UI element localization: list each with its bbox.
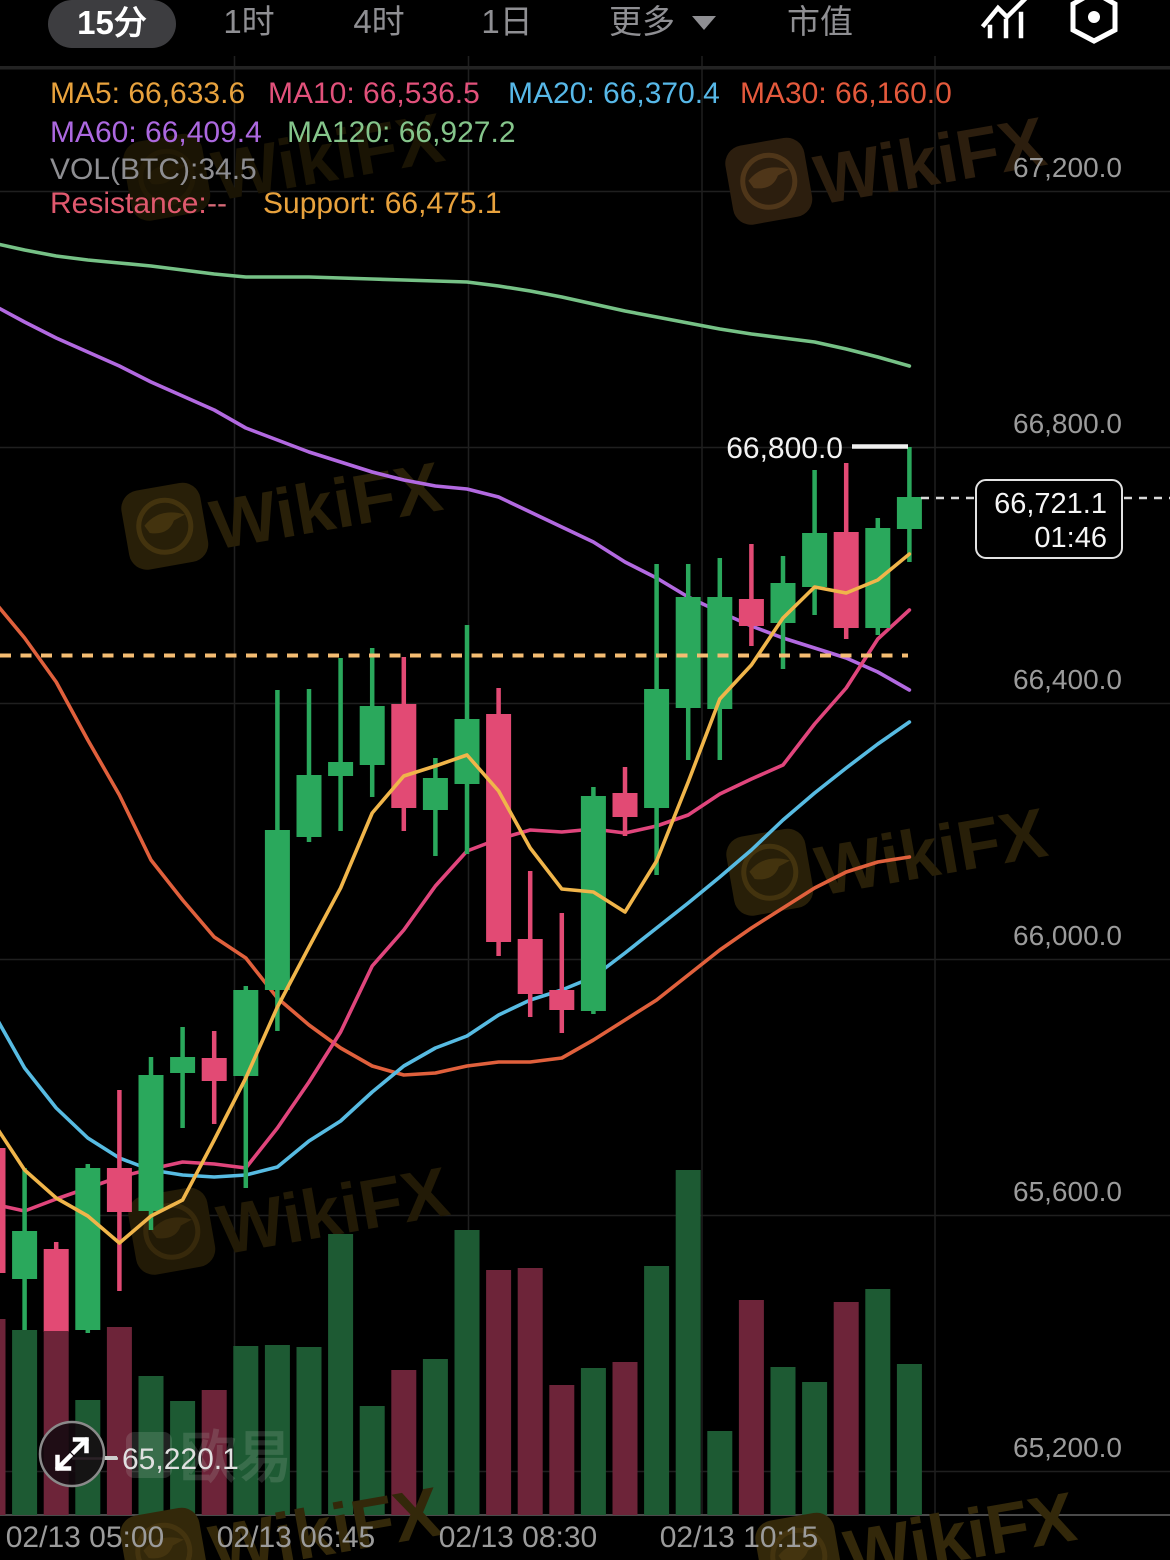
svg-text:MA20: 66,370.4: MA20: 66,370.4	[508, 77, 720, 110]
svg-text:67,200.0: 67,200.0	[1013, 152, 1122, 183]
svg-text:65,600.0: 65,600.0	[1013, 1176, 1122, 1207]
svg-text:Resistance:: Resistance:	[50, 187, 207, 220]
svg-text:66,800.0: 66,800.0	[1013, 408, 1122, 439]
svg-text:1时: 1时	[223, 3, 274, 40]
svg-text:市值: 市值	[787, 3, 853, 40]
svg-text:1日: 1日	[481, 3, 532, 40]
svg-text:66,800.0: 66,800.0	[726, 432, 843, 465]
svg-text:MA120: 66,927.2: MA120: 66,927.2	[287, 116, 516, 149]
svg-text:65,220.1: 65,220.1	[122, 1443, 239, 1476]
svg-text:66,721.1: 66,721.1	[994, 488, 1107, 520]
svg-text:66,400.0: 66,400.0	[1013, 664, 1122, 695]
svg-text:02/13 10:15: 02/13 10:15	[660, 1521, 818, 1554]
svg-text:4时: 4时	[353, 3, 404, 40]
svg-text:MA30: 66,160.0: MA30: 66,160.0	[740, 77, 952, 110]
svg-text:02/13 06:45: 02/13 06:45	[217, 1521, 375, 1554]
svg-text:MA10: 66,536.5: MA10: 66,536.5	[268, 77, 480, 110]
svg-text:Support: 66,475.1: Support: 66,475.1	[263, 187, 502, 220]
svg-text:65,200.0: 65,200.0	[1013, 1432, 1122, 1463]
svg-text:15分: 15分	[77, 4, 147, 41]
svg-text:更多: 更多	[609, 3, 675, 40]
svg-text:MA5: 66,633.6: MA5: 66,633.6	[50, 77, 245, 110]
svg-text:02/13 05:00: 02/13 05:00	[6, 1521, 164, 1554]
svg-text:66,000.0: 66,000.0	[1013, 920, 1122, 951]
svg-text:01:46: 01:46	[1034, 522, 1107, 554]
svg-text:欧易: 欧易	[180, 1426, 292, 1489]
svg-text:MA60: 66,409.4: MA60: 66,409.4	[50, 116, 262, 149]
svg-text:02/13 08:30: 02/13 08:30	[439, 1521, 597, 1554]
svg-text:VOL(BTC):34.5: VOL(BTC):34.5	[50, 153, 257, 186]
svg-text:--: --	[207, 187, 227, 220]
